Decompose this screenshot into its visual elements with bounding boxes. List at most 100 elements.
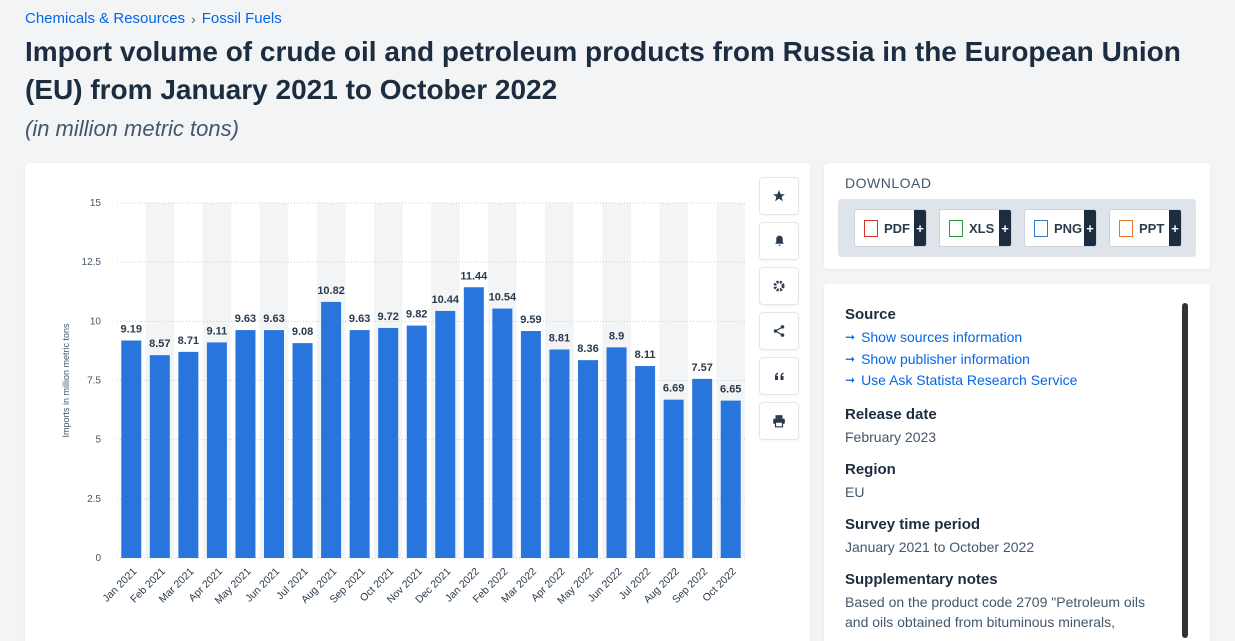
- print-icon: [773, 415, 785, 428]
- bar: [349, 330, 370, 558]
- ask-statista-label: Use Ask Statista Research Service: [861, 372, 1078, 388]
- survey-period-heading: Survey time period: [845, 515, 981, 533]
- data-label: 8.9: [609, 330, 624, 342]
- download-png-button[interactable]: PNG +: [1024, 209, 1097, 247]
- plus-icon: +: [1084, 210, 1096, 246]
- bar: [149, 355, 170, 558]
- chart-toolbar: [759, 177, 799, 440]
- region-heading: Region: [845, 460, 896, 478]
- show-sources-label: Show sources information: [861, 329, 1023, 345]
- bar: [406, 325, 427, 558]
- plus-icon: +: [1169, 210, 1181, 246]
- share-icon: [773, 325, 785, 337]
- data-label: 9.63: [235, 313, 256, 325]
- quote-icon: [774, 372, 783, 380]
- gear-icon: [773, 280, 785, 292]
- download-xls-button[interactable]: XLS +: [939, 209, 1012, 247]
- bar-chart: 0 2.5 5 7.5 10 12.5 15 Imports in million metri…: [61, 198, 745, 607]
- arrow-right-icon: ➞: [845, 351, 856, 366]
- page-title: Import volume of crude oil and petroleum…: [25, 36, 1181, 105]
- data-label: 9.08: [292, 326, 313, 338]
- breadcrumb-chemicals-link[interactable]: Chemicals & Resources: [25, 10, 186, 27]
- pdf-file-icon: [864, 219, 878, 237]
- bar: [121, 340, 142, 558]
- bar: [692, 378, 713, 558]
- download-ppt-label: PPT: [1139, 220, 1165, 236]
- chart-card: 0 2.5 5 7.5 10 12.5 15 Imports in million metri…: [25, 163, 810, 641]
- data-label: 8.36: [577, 343, 598, 355]
- release-date-value: February 2023: [845, 428, 937, 445]
- bar: [492, 308, 513, 558]
- bar: [578, 360, 598, 558]
- xls-file-icon: [949, 219, 963, 237]
- survey-period-value: January 2021 to October 2022: [845, 538, 1035, 555]
- ask-statista-link[interactable]: ➞ Use Ask Statista Research Service: [845, 370, 1165, 392]
- share-button[interactable]: [759, 312, 799, 350]
- bar: [378, 327, 399, 558]
- data-label: 9.59: [520, 314, 541, 326]
- data-label: 8.11: [635, 349, 656, 361]
- bar: [663, 399, 684, 558]
- download-png-label: PNG: [1054, 220, 1083, 236]
- png-file-icon: [1034, 219, 1048, 237]
- data-label: 10.82: [317, 285, 345, 297]
- download-header: DOWNLOAD: [845, 175, 932, 191]
- data-label: 6.65: [720, 384, 741, 396]
- data-label: 10.44: [432, 294, 460, 306]
- y-tick-label: 12.5: [82, 257, 102, 268]
- bar: [235, 330, 256, 558]
- data-label: 6.69: [663, 383, 684, 395]
- arrow-right-icon: ➞: [845, 330, 856, 344]
- download-ppt-button[interactable]: PPT +: [1109, 209, 1182, 247]
- download-xls-label: XLS: [969, 220, 995, 236]
- bar: [206, 342, 227, 558]
- info-panel: Source ➞ Show sources information ➞ Show p…: [824, 284, 1210, 641]
- download-buttons: PDF + XLS + PNG + PPT +: [838, 199, 1196, 257]
- print-button[interactable]: [759, 402, 799, 440]
- release-date-heading: Release date: [845, 405, 937, 423]
- y-tick-label: 2.5: [87, 494, 101, 505]
- y-tick-label: 10: [90, 316, 102, 327]
- bar: [321, 301, 342, 558]
- cite-button[interactable]: [759, 357, 799, 395]
- bar: [178, 351, 199, 558]
- supplementary-notes-value: Based on the product code 2709 "Petroleu…: [845, 593, 1145, 630]
- show-publisher-label: Show publisher information: [861, 350, 1030, 367]
- data-label: 10.54: [489, 292, 517, 304]
- bar: [520, 331, 541, 558]
- show-publisher-link[interactable]: ➞ Show publisher information: [845, 349, 1165, 371]
- data-label: 8.57: [149, 338, 170, 350]
- bar: [292, 343, 313, 558]
- download-pdf-button[interactable]: PDF +: [854, 209, 927, 247]
- data-label: 9.82: [406, 309, 427, 321]
- favorite-button[interactable]: [759, 177, 799, 215]
- bar: [264, 330, 284, 558]
- data-label: 8.71: [178, 335, 199, 347]
- bell-icon: [774, 235, 784, 246]
- supplementary-notes-heading: Supplementary notes: [845, 570, 998, 588]
- download-panel: DOWNLOAD PDF + XLS + PNG + PPT +: [824, 163, 1210, 269]
- breadcrumb: Chemicals & Resources › Fossil Fuels: [25, 10, 282, 27]
- star-icon: [773, 190, 785, 202]
- settings-button[interactable]: [759, 267, 799, 305]
- breadcrumb-fossil-fuels-link[interactable]: Fossil Fuels: [201, 10, 282, 27]
- data-label: 9.63: [349, 313, 370, 325]
- bar: [549, 349, 570, 558]
- region-value: EU: [845, 483, 865, 500]
- page-subtitle: (in million metric tons): [25, 116, 239, 141]
- breadcrumb-separator: ›: [191, 10, 196, 27]
- bar: [435, 310, 456, 558]
- bar: [463, 287, 484, 558]
- data-label: 9.63: [263, 313, 284, 325]
- info-scrollbar[interactable]: [1182, 303, 1188, 638]
- y-axis-label: Imports in million metric tons: [61, 323, 71, 438]
- source-heading: Source: [845, 306, 896, 323]
- show-sources-link[interactable]: ➞ Show sources information: [845, 327, 1165, 349]
- data-label: 9.72: [377, 311, 398, 323]
- data-label: 8.81: [549, 332, 570, 344]
- ppt-file-icon: [1119, 219, 1133, 237]
- y-tick-label: 7.5: [87, 376, 101, 387]
- notification-button[interactable]: [759, 222, 799, 260]
- data-label: 11.44: [460, 270, 488, 282]
- y-tick-label: 15: [90, 198, 102, 209]
